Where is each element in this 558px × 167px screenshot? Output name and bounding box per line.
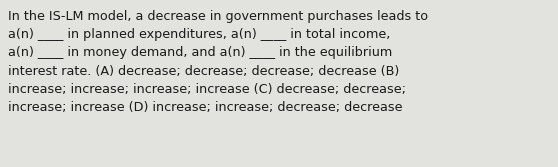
Text: In the IS-LM model, a decrease in government purchases leads to
a(n) ____ in pla: In the IS-LM model, a decrease in govern… — [8, 10, 428, 114]
